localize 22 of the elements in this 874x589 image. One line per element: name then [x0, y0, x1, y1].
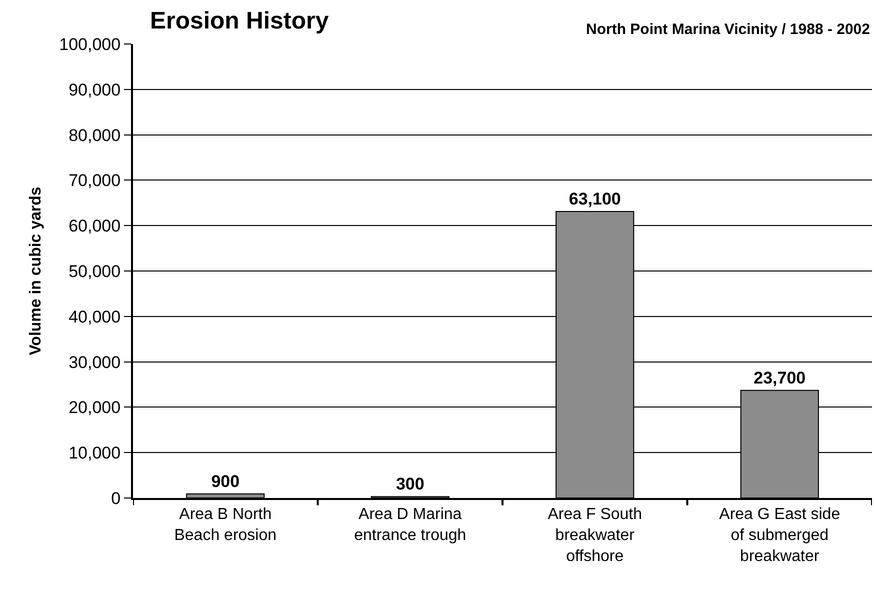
- y-axis-title: Volume in cubic yards: [28, 186, 45, 356]
- y-tick-label: 30,000: [68, 352, 121, 372]
- x-tick-label: Area B North Beach erosion: [174, 506, 277, 544]
- data-label: 300: [396, 474, 424, 494]
- y-tick-label: 90,000: [68, 80, 121, 100]
- data-label: 63,100: [568, 190, 621, 209]
- data-label: 23,700: [754, 368, 806, 388]
- x-tick-label: Area F South breakwater offshore: [548, 506, 642, 565]
- y-tick-label: 50,000: [68, 262, 121, 281]
- chart-title: Erosion History: [150, 7, 330, 34]
- y-tick-label: 60,000: [68, 216, 121, 236]
- y-tick-label: 40,000: [68, 307, 121, 326]
- y-tick-label: 80,000: [68, 126, 121, 145]
- y-tick-label: 100,000: [59, 34, 121, 54]
- y-tick-label: 10,000: [68, 444, 121, 463]
- y-tick-label: 20,000: [68, 398, 121, 418]
- y-tick-label: 70,000: [68, 171, 121, 190]
- y-tick-label: 0: [111, 488, 121, 508]
- data-label: 900: [211, 472, 240, 491]
- x-tick-label: Area G East side of submerged breakwater: [719, 506, 840, 565]
- chart-subtitle: North Point Marina Vicinity / 1988 - 2002: [586, 21, 870, 38]
- x-tick-label: Area D Marina entrance trough: [354, 506, 466, 544]
